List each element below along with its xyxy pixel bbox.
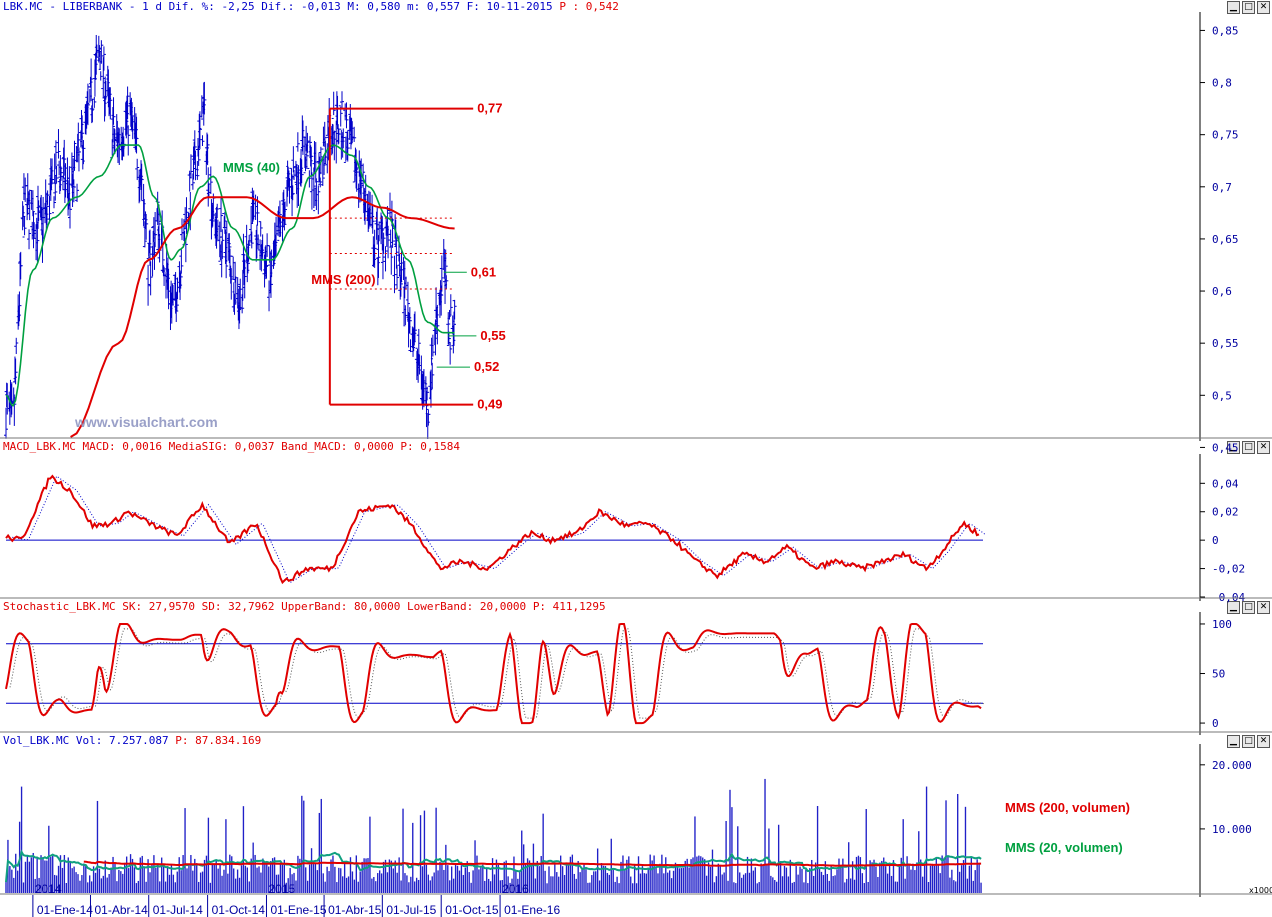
stoch-panel-header: Stochastic_LBK.MC SK: 27,9570 SD: 32,796…	[3, 600, 606, 614]
date-axis: 01-Ene-14 01-Abr-14 01-Jul-14 01-Oct-14 01-E…	[32, 882, 560, 917]
y-tick-label: 0	[1212, 717, 1219, 730]
close-button[interactable]: ✕	[1257, 441, 1270, 454]
volume-unit-note: x1000	[1249, 886, 1272, 895]
y-tick-label: 50	[1212, 668, 1225, 681]
stoch-header-text: Stochastic_LBK.MC SK: 27,9570 SD: 32,796…	[3, 600, 527, 613]
maximize-button[interactable]: □	[1242, 601, 1255, 614]
volume-mms200-line	[83, 860, 982, 867]
minimize-button[interactable]: ▁	[1227, 1, 1240, 14]
macd-signal-line	[12, 475, 986, 583]
year-label: 2014	[35, 882, 62, 896]
y-tick-label: -0,02	[1212, 563, 1245, 576]
price-window-controls: ▁ □ ✕	[1227, 1, 1270, 14]
level-label: 0,49	[477, 397, 502, 412]
price-panel-header: LBK.MC - LIBERBANK - 1 d Dif. %: -2,25 D…	[3, 0, 619, 14]
y-tick-label: 0,6	[1212, 285, 1232, 298]
y-tick-label: 0,65	[1212, 233, 1239, 246]
x-tick-label: 01-Oct-14	[212, 903, 266, 917]
y-tick-label: 100	[1212, 618, 1232, 631]
volume-window-controls: ▁ □ ✕	[1227, 735, 1270, 748]
macd-window-controls: ▁ □ ✕	[1227, 441, 1270, 454]
macd-panel-header: MACD_LBK.MC MACD: 0,0016 MediaSIG: 0,003…	[3, 440, 460, 454]
volume-legend-label: MMS (200, volumen)	[1005, 800, 1130, 815]
y-tick-label: 20.000	[1212, 759, 1252, 772]
stoch-sk-line	[5, 623, 982, 725]
year-label: 2016	[502, 882, 529, 896]
mms200-line	[70, 196, 455, 438]
series-annotation: MMS (40)	[223, 160, 280, 175]
watermark: www.visualchart.com	[74, 414, 218, 430]
close-button[interactable]: ✕	[1257, 1, 1270, 14]
x-tick-label: 01-Oct-15	[445, 903, 499, 917]
y-tick-label: 0,45	[1212, 441, 1239, 454]
stoch-header-p: P: 411,1295	[532, 600, 606, 613]
y-tick-label: 0,02	[1212, 506, 1239, 519]
volume-header-text: Vol_LBK.MC Vol: 7.257.087	[3, 734, 169, 747]
macd-header-p: P: 0,1584	[400, 440, 460, 453]
y-tick-label: 0,5	[1212, 389, 1232, 402]
y-tick-label: 0,75	[1212, 129, 1239, 142]
y-tick-label: 0	[1212, 534, 1219, 547]
x-tick-label: 01-Abr-14	[94, 903, 148, 917]
x-tick-label: 01-Ene-16	[504, 903, 560, 917]
y-tick-label: 0,04	[1212, 477, 1239, 490]
y-tick-label: 0,8	[1212, 77, 1232, 90]
volume-panel: 20.000 10.000 MMS (200, volumen) MMS (20, v…	[5, 744, 1272, 897]
x-tick-label: 01-Jul-14	[153, 903, 203, 917]
minimize-button[interactable]: ▁	[1227, 441, 1240, 454]
x-tick-label: 01-Ene-15	[270, 903, 326, 917]
volume-header-p: P: 87.834.169	[175, 734, 262, 747]
mms40-line	[5, 144, 455, 407]
level-label: 0,55	[480, 328, 505, 343]
macd-panel: 0,040,020-0,02-0,04	[5, 454, 1245, 604]
x-tick-label: 01-Jul-15	[386, 903, 436, 917]
stoch-window-controls: ▁ □ ✕	[1227, 601, 1270, 614]
macd-header-text: MACD_LBK.MC MACD: 0,0016 MediaSIG: 0,003…	[3, 440, 394, 453]
close-button[interactable]: ✕	[1257, 735, 1270, 748]
y-tick-label: 0,55	[1212, 337, 1239, 350]
minimize-button[interactable]: ▁	[1227, 735, 1240, 748]
price-panel: 0,85 0,8 0,75 0,7 0,65 0,6 0,55 0,5 0,45 0,77 0,49…	[4, 12, 1239, 454]
level-label: 0,61	[471, 264, 496, 279]
x-tick-label: 01-Abr-15	[328, 903, 382, 917]
price-header-text: LBK.MC - LIBERBANK - 1 d Dif. %: -2,25 D…	[3, 0, 553, 13]
volume-panel-header: Vol_LBK.MC Vol: 7.257.087 P: 87.834.169	[3, 734, 261, 748]
series-annotation: MMS (200)	[311, 272, 375, 287]
level-label: 0,52	[474, 359, 499, 374]
y-tick-label: 10.000	[1212, 823, 1252, 836]
minimize-button[interactable]: ▁	[1227, 601, 1240, 614]
y-tick-label: 0,7	[1212, 181, 1232, 194]
level-label: 0,77	[477, 101, 502, 116]
x-tick-label: 01-Ene-14	[37, 903, 93, 917]
volume-legend-label: MMS (20, volumen)	[1005, 840, 1123, 855]
volume-mms20-line	[5, 849, 982, 883]
maximize-button[interactable]: □	[1242, 1, 1255, 14]
y-tick-label: 0,85	[1212, 24, 1239, 37]
price-header-last: P : 0,542	[559, 0, 619, 13]
stoch-sd-line	[9, 628, 986, 719]
maximize-button[interactable]: □	[1242, 441, 1255, 454]
maximize-button[interactable]: □	[1242, 735, 1255, 748]
macd-line	[5, 474, 980, 585]
stochastic-panel: 100 50 0	[5, 612, 1232, 735]
year-label: 2015	[268, 882, 295, 896]
close-button[interactable]: ✕	[1257, 601, 1270, 614]
